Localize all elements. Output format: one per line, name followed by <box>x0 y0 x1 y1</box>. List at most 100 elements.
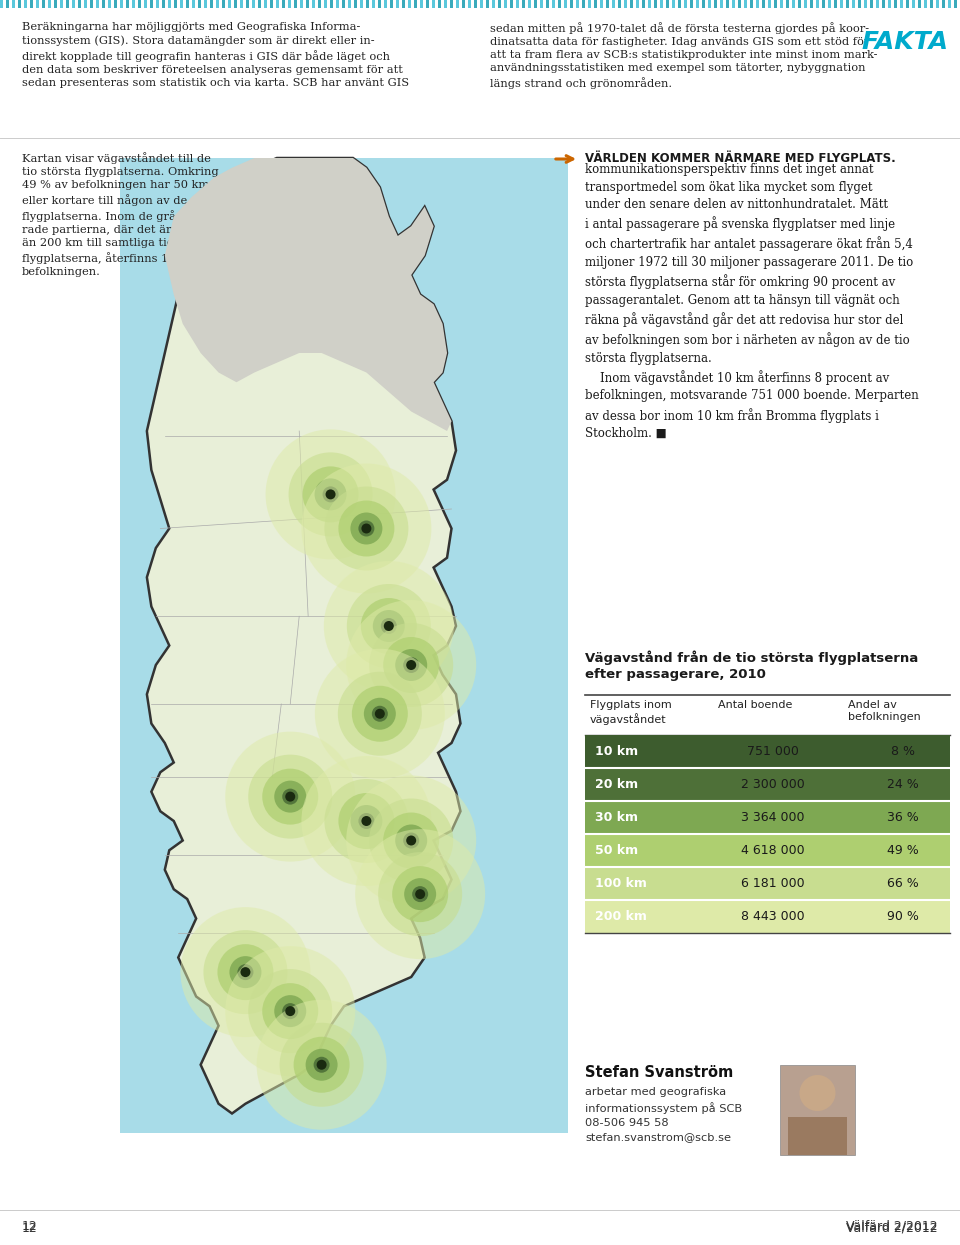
Bar <box>924 0 927 7</box>
Bar <box>444 0 447 7</box>
Circle shape <box>347 776 476 905</box>
Circle shape <box>315 478 347 510</box>
Text: 3 364 000: 3 364 000 <box>741 810 804 824</box>
Text: 8 %: 8 % <box>891 745 915 758</box>
Circle shape <box>800 1074 835 1111</box>
Bar <box>846 0 849 7</box>
Circle shape <box>404 878 436 910</box>
Bar <box>468 0 471 7</box>
Text: 49 %: 49 % <box>887 844 919 857</box>
Bar <box>372 0 375 7</box>
Bar <box>204 0 207 7</box>
Bar <box>330 0 333 7</box>
Bar <box>522 0 525 7</box>
Bar <box>108 0 111 7</box>
Bar <box>144 0 147 7</box>
Circle shape <box>361 523 372 534</box>
Text: 4 618 000: 4 618 000 <box>741 844 804 857</box>
Bar <box>816 0 819 7</box>
Bar <box>552 0 555 7</box>
Bar <box>756 0 759 7</box>
Bar <box>132 0 135 7</box>
Circle shape <box>217 944 274 1000</box>
Circle shape <box>355 829 485 959</box>
Bar <box>60 0 63 7</box>
Text: Kartan visar vägavståndet till de
tio största flygplatserna. Omkring
49 % av bef: Kartan visar vägavståndet till de tio st… <box>22 152 231 278</box>
Bar <box>402 0 405 7</box>
Circle shape <box>294 1037 349 1093</box>
Bar <box>702 0 705 7</box>
Circle shape <box>361 598 417 654</box>
Bar <box>720 0 723 7</box>
Bar <box>150 0 153 7</box>
Bar <box>0 0 3 7</box>
Bar <box>246 0 249 7</box>
Bar <box>480 0 483 7</box>
Bar <box>228 0 231 7</box>
Bar <box>396 0 399 7</box>
Bar <box>585 768 950 801</box>
Text: Välfärd 2/2012: Välfärd 2/2012 <box>847 1221 938 1235</box>
Bar <box>258 0 261 7</box>
Bar <box>798 0 801 7</box>
Bar <box>690 0 693 7</box>
Bar <box>306 0 309 7</box>
Bar <box>354 0 357 7</box>
Bar <box>585 900 950 933</box>
Bar <box>276 0 279 7</box>
Bar <box>24 0 27 7</box>
Bar <box>948 0 951 7</box>
Bar <box>762 0 765 7</box>
Bar <box>168 0 171 7</box>
Bar <box>126 0 129 7</box>
Bar <box>666 0 669 7</box>
Circle shape <box>384 621 394 631</box>
Bar <box>528 0 531 7</box>
Circle shape <box>285 1006 296 1016</box>
Bar <box>696 0 699 7</box>
Bar <box>30 0 33 7</box>
Bar <box>162 0 165 7</box>
Bar <box>486 0 489 7</box>
Circle shape <box>282 788 299 804</box>
Circle shape <box>324 779 408 863</box>
Circle shape <box>350 806 382 837</box>
Bar <box>672 0 675 7</box>
Bar <box>786 0 789 7</box>
Circle shape <box>240 967 251 977</box>
Circle shape <box>406 660 417 670</box>
Circle shape <box>358 813 374 829</box>
Bar <box>834 0 837 7</box>
Bar <box>912 0 915 7</box>
Bar <box>648 0 651 7</box>
Bar <box>852 0 855 7</box>
Bar <box>876 0 879 7</box>
Bar <box>942 0 945 7</box>
Text: arbetar med geografiska
informationssystem på SCB
08-506 945 58
stefan.svanstrom: arbetar med geografiska informationssyst… <box>585 1087 742 1142</box>
Bar <box>462 0 465 7</box>
Circle shape <box>347 600 476 730</box>
Text: 12: 12 <box>22 1220 37 1233</box>
Circle shape <box>279 1022 364 1107</box>
Text: Antal boende: Antal boende <box>718 700 792 710</box>
Bar <box>66 0 69 7</box>
Bar <box>582 0 585 7</box>
Bar <box>48 0 51 7</box>
Bar <box>42 0 45 7</box>
Bar <box>156 0 159 7</box>
Bar <box>780 0 783 7</box>
Bar <box>438 0 441 7</box>
Bar <box>654 0 657 7</box>
Bar <box>636 0 639 7</box>
Circle shape <box>370 622 453 707</box>
Bar <box>78 0 81 7</box>
Circle shape <box>372 706 388 722</box>
Circle shape <box>406 835 417 845</box>
Bar <box>750 0 753 7</box>
Bar <box>930 0 933 7</box>
Bar <box>726 0 729 7</box>
Bar <box>198 0 201 7</box>
Bar <box>546 0 549 7</box>
Bar <box>888 0 891 7</box>
Text: Vägavstånd från de tio största flygplatserna
efter passagerare, 2010: Vägavstånd från de tio största flygplats… <box>585 650 919 681</box>
